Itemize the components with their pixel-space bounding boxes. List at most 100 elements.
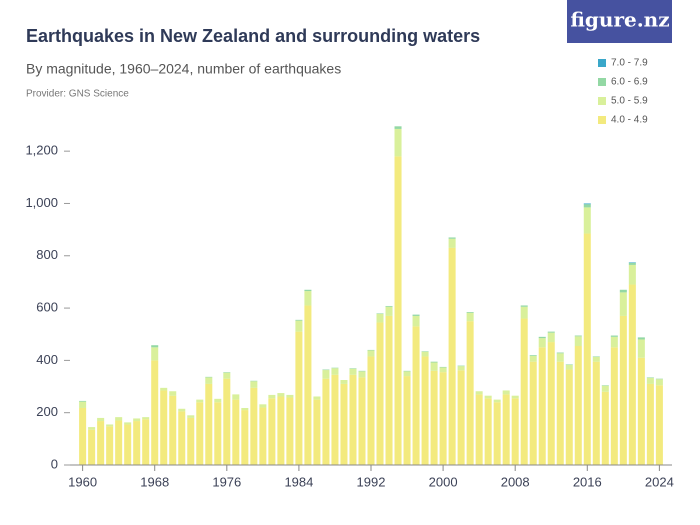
bar-segment [322, 369, 330, 371]
x-tick-label: 2016 [573, 474, 602, 489]
legend-swatch [598, 116, 606, 124]
bar-segment [601, 391, 609, 465]
bar-segment [223, 372, 231, 379]
bar-segment [205, 377, 213, 384]
bar-segment [115, 417, 123, 421]
bar-segment [178, 411, 186, 465]
bar-segment [574, 335, 582, 337]
legend-swatch [598, 59, 606, 67]
bar-segment [637, 337, 645, 340]
bar-segment [241, 410, 249, 465]
y-tick-label: 1,200 [25, 143, 58, 158]
bar-segment [124, 424, 132, 465]
y-tick-label: 800 [36, 247, 58, 262]
legend-swatch [598, 97, 606, 105]
bar-segment [421, 356, 429, 465]
y-tick-label: 1,000 [25, 195, 58, 210]
x-tick-label: 2000 [429, 474, 458, 489]
bar-segment [169, 391, 177, 396]
bar-segment [358, 370, 366, 372]
bar-segment [160, 387, 168, 391]
bar-segment [628, 284, 636, 465]
bar-segment [457, 366, 465, 371]
bar-segment [223, 378, 231, 465]
bar-segment [538, 347, 546, 465]
bar-segment [565, 364, 573, 365]
x-tick-label: 2024 [645, 474, 674, 489]
bar-segment [457, 370, 465, 465]
x-tick-label: 1968 [140, 474, 169, 489]
chart-subtitle: By magnitude, 1960–2024, number of earth… [26, 61, 341, 77]
bar-segment [583, 204, 591, 208]
bar-segment [475, 391, 483, 395]
y-tick-label: 400 [36, 352, 58, 367]
bar-segment [322, 370, 330, 379]
bar-segment [619, 289, 627, 293]
bar-segment [619, 315, 627, 465]
bar-segment [295, 331, 303, 465]
bar-segment [448, 237, 456, 239]
bar-segment [106, 426, 114, 465]
bar-segment [448, 238, 456, 248]
bar-segment [178, 408, 186, 412]
bar-segment [250, 381, 258, 388]
bar-segment [133, 418, 141, 422]
bar-segment [286, 397, 294, 465]
bar-segment [556, 361, 564, 465]
bar-segment [565, 369, 573, 465]
logo-box [567, 0, 672, 43]
bar-segment [493, 402, 501, 465]
legend-swatch [598, 78, 606, 86]
bar-segment [349, 368, 357, 369]
legend-label: 6.0 - 6.9 [611, 77, 648, 88]
bar-segment [610, 335, 618, 337]
bar-segment [628, 264, 636, 285]
bar-segment [556, 353, 564, 362]
bar-segment [304, 305, 312, 465]
bar-segment [304, 289, 312, 292]
bar-segment [412, 326, 420, 465]
bar-segment [529, 355, 537, 362]
bar-segment [520, 306, 528, 319]
y-tick-label: 600 [36, 300, 58, 315]
bar-segment [106, 424, 114, 427]
bar-segment [277, 393, 285, 397]
bar-segment [79, 400, 87, 402]
bar-segment [376, 313, 384, 323]
bar-segment [529, 355, 537, 356]
bar-segment [655, 378, 663, 380]
bar-segment [313, 399, 321, 465]
logo[interactable]: figure.nz [570, 8, 669, 32]
bar-segment [520, 305, 528, 307]
bar-segment [439, 366, 447, 368]
bar-segment [385, 306, 393, 316]
bar-segment [601, 385, 609, 392]
bar-segment [403, 370, 411, 372]
bar-segment [349, 374, 357, 465]
bar-segment [214, 402, 222, 465]
bar-segment [367, 350, 375, 357]
bar-segment [385, 305, 393, 307]
bar-segment [430, 361, 438, 363]
bar-segment [286, 394, 294, 398]
bar-segment [592, 356, 600, 362]
bar-segment [529, 361, 537, 465]
bar-segment [340, 380, 348, 384]
bar-segment [88, 427, 96, 430]
bar-segment [151, 345, 159, 348]
bar-segment [268, 398, 276, 465]
bar-segment [655, 385, 663, 465]
bar-segment [430, 370, 438, 465]
bar-segment [331, 367, 339, 369]
bar-segment [565, 364, 573, 370]
bar-segment [439, 367, 447, 373]
bar-segment [574, 336, 582, 346]
bar-segment [502, 390, 510, 395]
x-tick-label: 2008 [501, 474, 530, 489]
bar-segment [628, 262, 636, 263]
bar-segment [421, 351, 429, 352]
bar-segment [385, 315, 393, 465]
bar-segment [313, 396, 321, 400]
bar-segment [466, 321, 474, 465]
legend-label: 5.0 - 5.9 [611, 96, 648, 107]
